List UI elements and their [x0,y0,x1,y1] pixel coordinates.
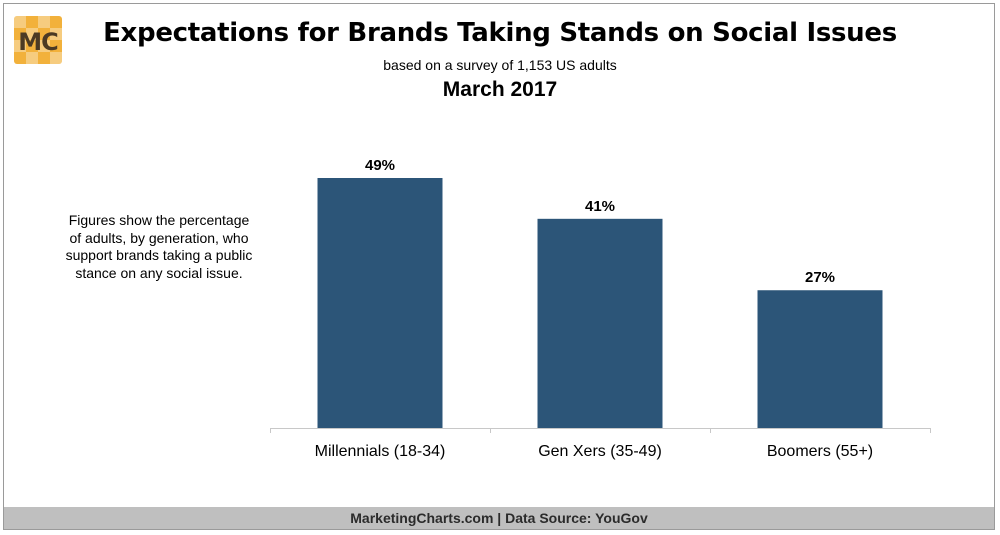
bar-chart: 49% Millennials (18-34) 41% Gen Xers (35-49… [270,157,931,460]
x-tick-label: Millennials (18-34) [315,443,446,460]
x-tick-label: Gen Xers (35-49) [538,443,662,460]
bars-layer [317,178,883,428]
marketingcharts-logo: MC [14,16,62,64]
bar-value-label: 49% [365,157,395,174]
x-axis-ticks [270,428,931,433]
bar-value-label: 41% [585,198,615,215]
labels-layer: 49% Millennials (18-34) 41% Gen Xers (35-49… [315,157,873,460]
chart-subtitle: based on a survey of 1,153 US adults [383,57,617,73]
chart-title: Expectations for Brands Taking Stands on… [103,18,897,48]
chart-note: Figures show the percentage of adults, b… [65,212,253,281]
x-tick-label: Boomers (55+) [767,443,873,460]
chart-date: March 2017 [442,78,558,101]
bar [757,290,883,428]
logo-text: MC [18,28,59,56]
bar [537,218,663,428]
bar-value-label: 27% [805,269,835,286]
chart-frame: MC Expectations for Brands Taking Stands… [3,3,995,530]
bar [317,178,443,428]
footer-source: MarketingCharts.com | Data Source: YouGo… [4,507,994,529]
